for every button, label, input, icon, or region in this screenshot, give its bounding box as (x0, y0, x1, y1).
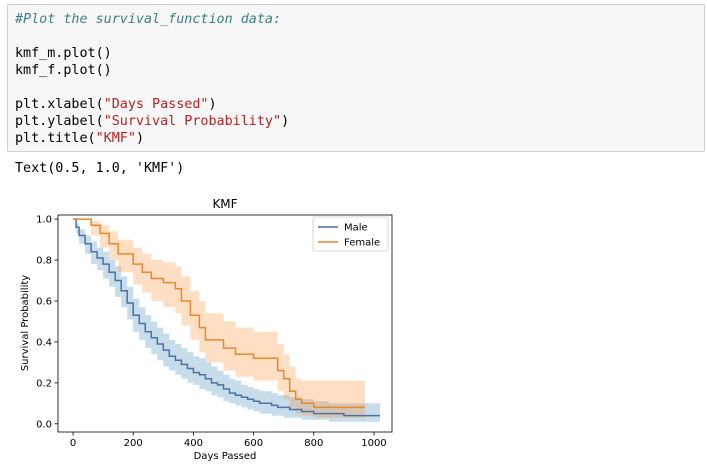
code-token: plt.ylabel( (15, 114, 104, 129)
legend-label-male: Male (344, 223, 368, 234)
x-axis-ticks: 0 200 400 600 800 1000 (70, 432, 387, 449)
code-line: plt.xlabel("Days Passed") (15, 96, 289, 113)
code-token: plt.xlabel( (15, 97, 104, 112)
y-tick-label: 0.0 (36, 419, 52, 430)
code-cell-input[interactable]: #Plot the survival_function data: kmf_m.p… (7, 4, 705, 152)
code-token: kmf_m.plot() (15, 46, 112, 61)
code-string: "KMF" (95, 131, 136, 146)
y-tick-label: 0.8 (36, 256, 52, 267)
code-line: kmf_f.plot() (15, 62, 289, 79)
y-tick-label: 0.6 (36, 296, 52, 307)
x-tick-label: 800 (304, 438, 323, 449)
code-token: kmf_f.plot() (15, 63, 112, 78)
code-token: plt.title( (15, 131, 96, 146)
x-tick-label: 1000 (361, 438, 386, 449)
cell-output-text: Text(0.5, 1.0, 'KMF') (15, 161, 185, 176)
survival-line-male (73, 218, 380, 417)
code-line: kmf_m.plot() (15, 45, 289, 62)
survival-lines (73, 218, 380, 417)
code-token: ) (281, 114, 290, 129)
x-tick-label: 600 (244, 438, 263, 449)
y-axis-label: Survival Probability (20, 275, 31, 371)
chart-title: KMF (212, 197, 237, 211)
code-token: ) (208, 97, 217, 112)
survival-line-female (73, 218, 365, 409)
code-editor[interactable]: #Plot the survival_function data: kmf_m.p… (15, 11, 289, 147)
code-line: plt.ylabel("Survival Probability") (15, 113, 289, 130)
code-string: "Days Passed" (103, 97, 209, 112)
x-tick-label: 400 (184, 438, 203, 449)
code-line: plt.title("KMF") (15, 130, 289, 147)
x-axis-label: Days Passed (194, 451, 257, 462)
confidence-bands (73, 219, 380, 422)
y-tick-label: 0.4 (36, 337, 52, 348)
code-comment: #Plot the survival_function data: (15, 12, 282, 27)
confidence-band-male (73, 219, 380, 422)
code-token: ) (135, 131, 144, 146)
legend-label-female: Female (344, 238, 380, 249)
x-tick-label: 200 (124, 438, 143, 449)
confidence-band-female (73, 219, 365, 418)
code-string: "Survival Probability" (103, 114, 282, 129)
x-tick-label: 0 (70, 438, 76, 449)
y-tick-label: 1.0 (36, 215, 52, 226)
y-tick-label: 0.2 (36, 378, 52, 389)
code-line: #Plot the survival_function data: (15, 11, 289, 28)
y-axis-ticks: 0.0 0.2 0.4 0.6 0.8 1.0 (36, 215, 58, 430)
chart-legend: Male Female (312, 216, 389, 252)
